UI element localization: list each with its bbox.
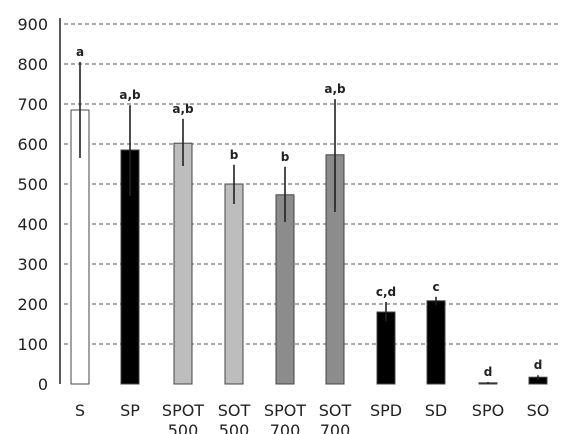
bar (426, 300, 446, 385)
x-tick-label: 700 (320, 421, 351, 434)
significance-label: b (281, 150, 290, 164)
y-axis-tick-labels: 0 100 200 300 400 500 600 700 800 900 (17, 15, 48, 394)
significance-label: d (484, 365, 493, 379)
y-tick-label: 500 (17, 175, 48, 194)
error-bars (79, 62, 539, 384)
significance-label: a,b (119, 88, 141, 102)
significance-label: d (534, 358, 543, 372)
x-tick-label: SPO (472, 401, 504, 420)
bars (70, 109, 548, 385)
x-tick-label: 700 (270, 421, 301, 434)
significance-label: a,b (172, 102, 194, 116)
significance-label: a,b (324, 82, 346, 96)
y-tick-label: 600 (17, 135, 48, 154)
y-tick-label: 800 (17, 55, 48, 74)
x-tick-label: SOT (319, 401, 352, 420)
y-tick-label: 100 (17, 335, 48, 354)
bar (224, 183, 244, 385)
bar (376, 311, 396, 385)
significance-label: b (230, 148, 239, 162)
x-tick-label: 500 (219, 421, 250, 434)
x-tick-label: SPOT (264, 401, 306, 420)
y-tick-label: 900 (17, 15, 48, 34)
y-tick-label: 0 (38, 375, 48, 394)
y-tick-label: 700 (17, 95, 48, 114)
x-tick-label: SPD (370, 401, 402, 420)
x-tick-label: 500 (168, 421, 199, 434)
x-tick-label: SD (425, 401, 447, 420)
significance-label: a (76, 45, 84, 59)
x-tick-label: S (75, 401, 85, 420)
y-tick-label: 400 (17, 215, 48, 234)
significance-labels: a a,b a,b b b a,b c,d c d d (76, 45, 542, 379)
bar (173, 142, 193, 385)
x-tick-label: SP (120, 401, 140, 420)
x-tick-label: SPOT (162, 401, 204, 420)
x-tick-label: SOT (218, 401, 251, 420)
bar (275, 194, 295, 385)
x-tick-label: SO (527, 401, 550, 420)
significance-label: c (432, 280, 439, 294)
gridlines (64, 23, 560, 345)
y-tick-label: 300 (17, 255, 48, 274)
y-tick-label: 200 (17, 295, 48, 314)
significance-label: c,d (376, 285, 396, 299)
